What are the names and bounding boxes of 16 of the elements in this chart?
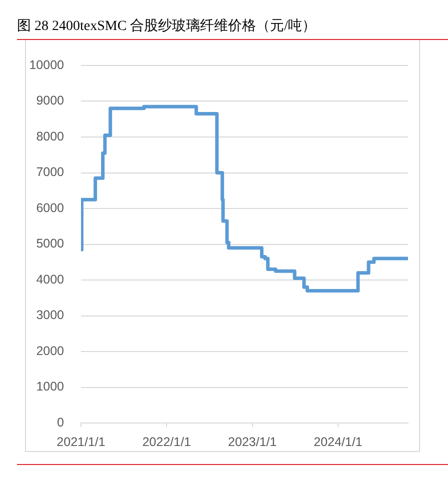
- y-tick-label: 8000: [36, 129, 64, 144]
- chart-title: 图 28 2400texSMC 合股纱玻璃纤维价格（元/吨）: [17, 18, 316, 35]
- y-tick-label: 6000: [36, 200, 64, 215]
- y-tick-label: 1000: [36, 380, 64, 394]
- y-tick-label: 7000: [36, 165, 64, 180]
- y-tick-label: 5000: [36, 236, 64, 251]
- x-tick-label: 2021/1/1: [56, 434, 106, 449]
- y-tick-label: 10000: [29, 58, 64, 72]
- y-tick-label: 9000: [36, 94, 64, 108]
- y-tick-label: 2000: [36, 344, 64, 358]
- x-tick-label: 2023/1/1: [228, 434, 277, 449]
- y-tick-label: 4000: [36, 272, 64, 286]
- y-tick-label: 0: [57, 415, 64, 430]
- x-tick-label: 2024/1/1: [314, 434, 362, 449]
- y-tick-label: 3000: [36, 308, 64, 322]
- x-tick-label: 2022/1/1: [142, 434, 192, 449]
